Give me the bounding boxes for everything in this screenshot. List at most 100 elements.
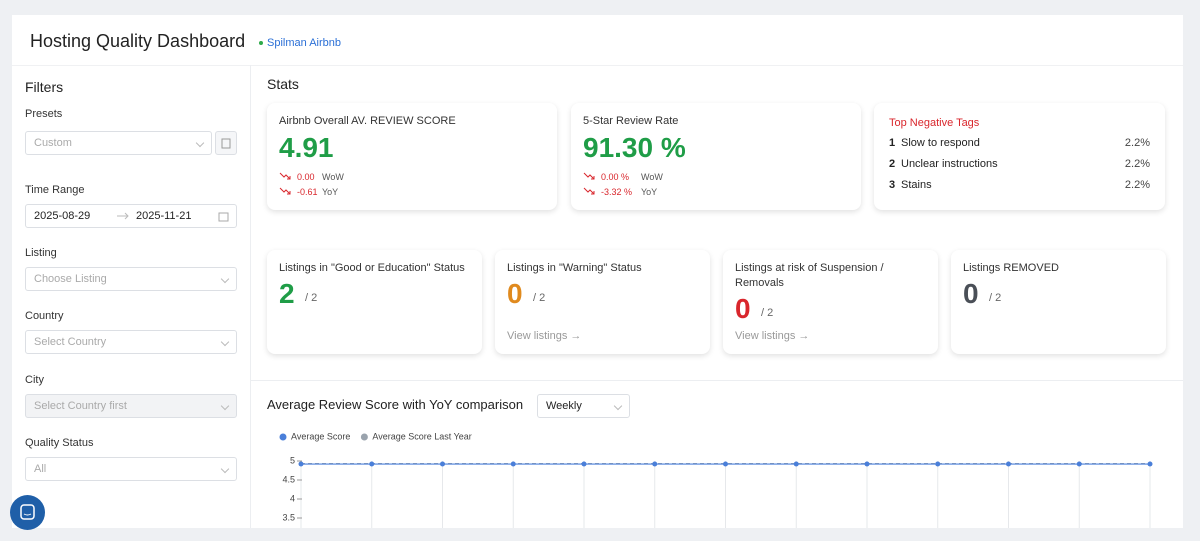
value: All [34, 463, 47, 475]
point [864, 461, 870, 467]
tag-share: 2.2% [1124, 158, 1150, 170]
change: 0.00 % [601, 172, 630, 182]
value: Custom [34, 137, 72, 149]
end-date: 2025-11-21 [136, 210, 192, 222]
chart-title: Average Review Score with YoY comparison [267, 397, 524, 412]
card-total: / 2 [305, 292, 318, 304]
status-card: Listings in "Warning" Status 0 / 2 View lis… [495, 250, 710, 354]
point [723, 461, 728, 467]
placeholder: Select Country [34, 336, 107, 348]
tags-card: Top Negative Tags 1 Slow to respond 2.2% 2 U… [874, 103, 1165, 210]
date-range[interactable]: 2025-08-29 2025-11-21 [25, 204, 237, 228]
tag-name: Slow to respond [901, 137, 980, 149]
title: Hosting Quality Dashboard [30, 31, 246, 51]
card-count: 2 [279, 278, 295, 309]
card-total: / 2 [533, 292, 546, 304]
score-card: Airbnb Overall AV. REVIEW SCORE 4.91 0.0… [267, 103, 557, 210]
tag-name: Stains [901, 179, 932, 191]
legend-marker [360, 433, 368, 441]
card-count: 0 [507, 278, 523, 309]
label: Listing [25, 247, 57, 259]
tag-rank: 3 [889, 179, 896, 191]
status-card: Listings REMOVED 0 / 2 [951, 250, 1166, 354]
rate-card: 5-Star Review Rate 91.30 % 0.00 % WoW -3… [571, 103, 861, 210]
down-icons [279, 172, 291, 195]
tag-rank: 1 [889, 137, 896, 149]
card-title: Listings in "Good or Education" Status [279, 262, 465, 274]
view-link[interactable]: View listings → [507, 330, 582, 342]
card-title: 5-Star Review Rate [583, 115, 679, 127]
point [369, 461, 375, 467]
card-title: Listings REMOVED [963, 262, 1059, 274]
card-total: / 2 [761, 307, 774, 319]
card-count: 0 [963, 278, 979, 309]
point [581, 461, 587, 467]
tag-rank: 2 [889, 158, 896, 170]
status-card: Listings at risk of Suspension / Removal… [723, 250, 938, 354]
city-select: Select Country first [25, 394, 237, 418]
point [510, 461, 516, 467]
tag-share: 2.2% [1124, 179, 1150, 191]
point [298, 461, 304, 467]
quality-select[interactable]: All [25, 457, 237, 481]
period: WoW [322, 172, 344, 182]
presets-select[interactable]: Custom [25, 131, 212, 155]
placeholder: Choose Listing [34, 273, 107, 285]
period: YoY [641, 187, 658, 197]
y-tick-label: 4 [290, 493, 295, 503]
point [1147, 461, 1153, 467]
point [652, 461, 658, 467]
legend-label: Average Score Last Year [372, 431, 471, 441]
card-total: / 2 [989, 292, 1002, 304]
point [935, 461, 941, 467]
divider [12, 65, 1183, 66]
start-date: 2025-08-29 [34, 210, 91, 222]
period-select[interactable]: Weekly [537, 394, 630, 418]
placeholder: Select Country first [34, 400, 127, 412]
listing-select[interactable]: Choose Listing [25, 267, 237, 291]
legend-marker [279, 433, 287, 441]
point [440, 461, 445, 467]
point [1076, 461, 1082, 467]
save-button[interactable] [215, 131, 237, 155]
card-title: Listings at risk of Suspension / Removal… [735, 262, 884, 289]
period: WoW [641, 172, 663, 182]
label: Presets [25, 108, 63, 120]
y-tick-label: 4.5 [282, 474, 295, 484]
down-icons [583, 172, 595, 195]
icon [221, 138, 231, 149]
label: Country [25, 310, 64, 322]
change: -3.32 % [601, 187, 633, 197]
card-title: Airbnb Overall AV. REVIEW SCORE [279, 115, 456, 127]
tag-share: 2.2% [1124, 137, 1150, 149]
chat-button[interactable] [10, 495, 45, 530]
card-title: Listings in "Warning" Status [507, 262, 642, 274]
tags-title: Top Negative Tags [889, 117, 980, 129]
card-value: 91.30 % [583, 132, 686, 163]
period: YoY [322, 187, 339, 197]
divider [250, 65, 251, 528]
stats-title: Stats [267, 76, 299, 92]
label: City [25, 374, 44, 386]
label: Quality Status [25, 437, 94, 449]
y-tick-label: 5 [290, 455, 295, 465]
tag-name: Unclear instructions [901, 158, 998, 170]
divider [250, 380, 1183, 381]
view-link[interactable]: View listings → [735, 330, 810, 342]
legend-label: Average Score [291, 431, 350, 441]
point [1006, 461, 1011, 467]
country-select[interactable]: Select Country [25, 330, 237, 354]
card-count: 0 [735, 293, 751, 324]
account[interactable]: Spilman Airbnb [267, 37, 341, 49]
chat-icon [20, 504, 35, 520]
card-value: 4.91 [279, 132, 334, 163]
y-tick-label: 3.5 [282, 512, 295, 522]
filters-title: Filters [25, 79, 64, 95]
change: -0.61 [297, 187, 318, 197]
point [793, 461, 799, 467]
chart: 3.5 4 4.5 5 Average Score Average Score Last … [279, 431, 1153, 528]
calendar-icon [218, 212, 229, 222]
label: Time Range [25, 184, 85, 196]
status-dot [259, 41, 263, 45]
